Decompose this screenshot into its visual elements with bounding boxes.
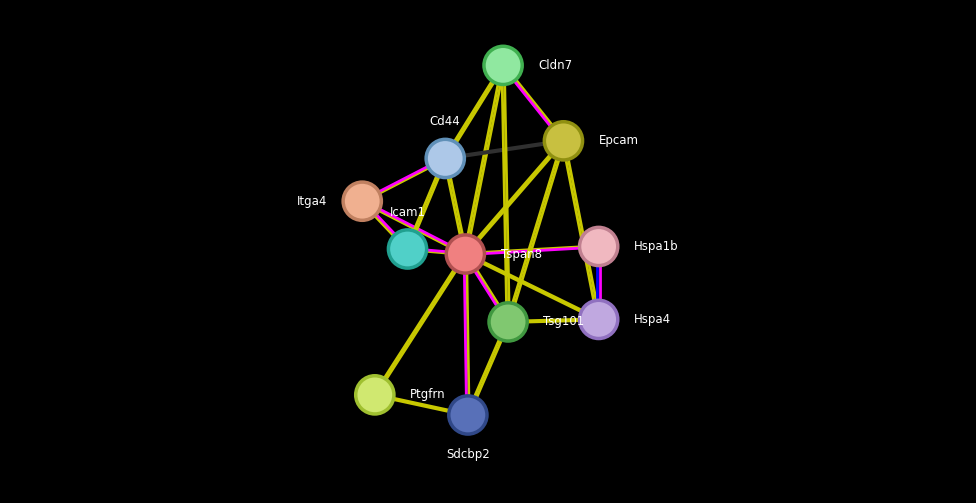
Circle shape [427, 139, 465, 178]
Circle shape [355, 376, 394, 414]
Circle shape [580, 227, 618, 266]
Text: Epcam: Epcam [598, 134, 638, 147]
Text: Itga4: Itga4 [297, 195, 327, 208]
Text: Tsg101: Tsg101 [544, 315, 585, 328]
Circle shape [388, 230, 427, 268]
Circle shape [344, 182, 382, 220]
Text: Hspa4: Hspa4 [633, 313, 671, 326]
Circle shape [580, 300, 618, 339]
Text: Tspan8: Tspan8 [501, 247, 542, 261]
Text: Icam1: Icam1 [389, 206, 426, 219]
Text: Cd44: Cd44 [429, 115, 461, 128]
Text: Hspa1b: Hspa1b [633, 240, 678, 253]
Circle shape [489, 303, 527, 341]
Circle shape [446, 235, 484, 273]
Text: Sdcbp2: Sdcbp2 [446, 448, 490, 461]
Text: Cldn7: Cldn7 [539, 59, 573, 72]
Text: Ptgfrn: Ptgfrn [410, 388, 446, 401]
Circle shape [545, 122, 583, 160]
Circle shape [449, 396, 487, 434]
Circle shape [484, 46, 522, 85]
